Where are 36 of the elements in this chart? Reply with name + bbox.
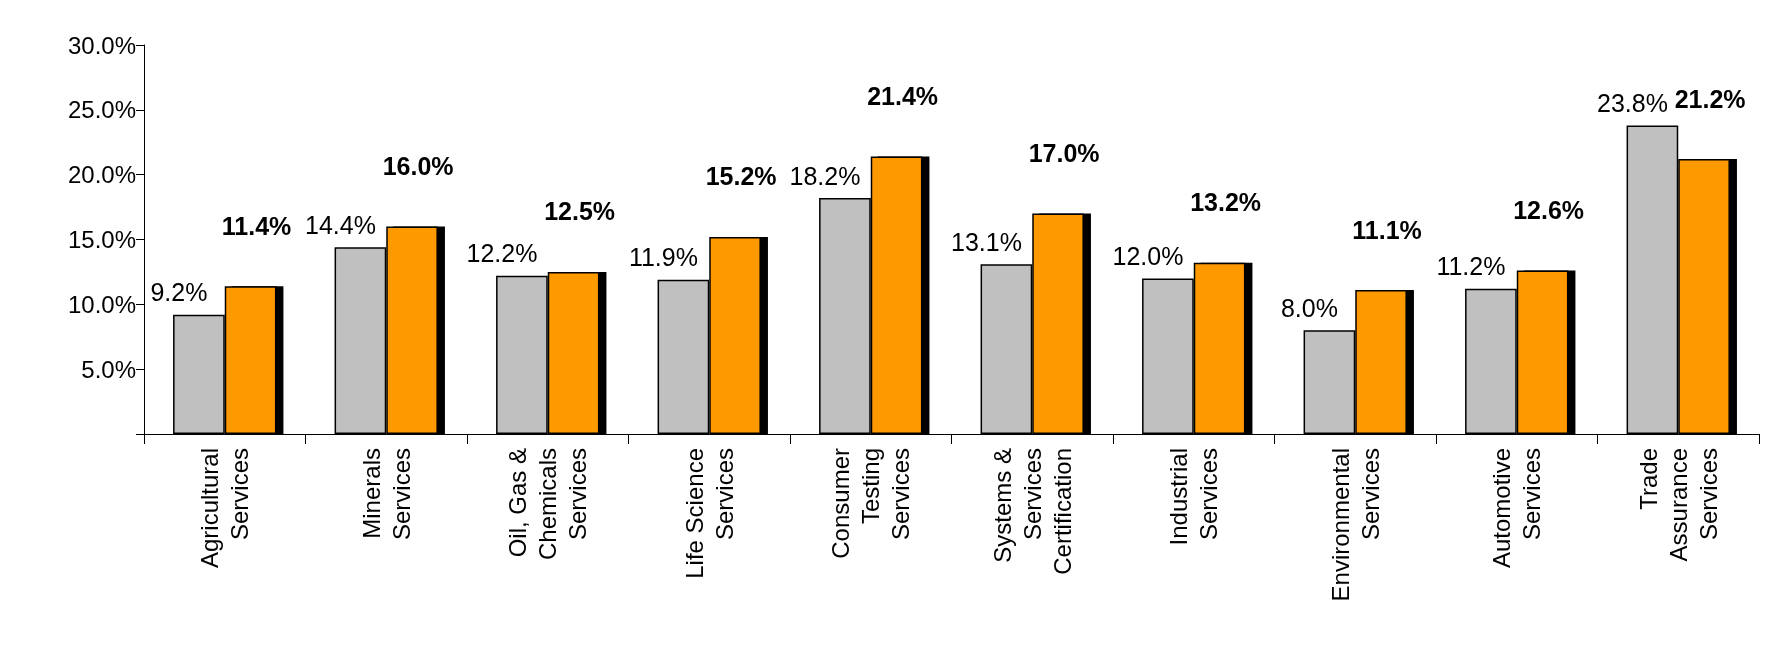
x-tick-label: Industrial Services (1165, 448, 1223, 546)
data-label: 16.0% (382, 152, 454, 181)
data-label: 11.4% (221, 211, 292, 240)
y-tick-label: 25.0% (67, 96, 136, 124)
x-tick-label: Life Science Services (680, 448, 738, 579)
data-label: 13.1% (950, 227, 1022, 256)
data-label: 8.0% (1280, 293, 1338, 322)
data-label: 21.4% (867, 82, 939, 111)
data-label: 12.6% (1513, 196, 1585, 225)
x-tick-label: Consumer Testing Services (827, 448, 915, 559)
data-label: 18.2% (789, 161, 861, 190)
y-tick-label: 20.0% (67, 161, 136, 189)
data-label: 23.8% (1596, 88, 1668, 117)
data-label: 12.2% (466, 239, 538, 268)
data-label: 11.1% (1352, 215, 1422, 244)
data-label: 15.2% (705, 162, 777, 191)
y-tick-label: 15.0% (67, 226, 136, 253)
x-tick-label: Automotive Services (1488, 448, 1546, 569)
data-label: 13.2% (1190, 188, 1262, 217)
data-label: 17.0% (1028, 139, 1100, 168)
x-tick-label: Systems & Services Certification (988, 448, 1076, 575)
data-label: 12.5% (544, 197, 616, 226)
y-tick-label: 10.0% (67, 290, 136, 318)
data-label: 12.0% (1112, 241, 1184, 270)
x-tick-label: Agricultural Services (196, 448, 254, 569)
data-label: 14.4% (304, 210, 376, 239)
data-label: 21.2% (1674, 84, 1746, 113)
x-tick-label: Minerals Services (357, 448, 415, 541)
y-tick-label: 30.0% (67, 31, 136, 59)
data-label: 11.9% (628, 243, 698, 272)
x-tick-label: Oil, Gas & Chemicals Services (504, 448, 592, 561)
data-label: 9.2% (150, 278, 208, 307)
x-tick-label: Environmental Services (1326, 448, 1384, 602)
y-tick-label: 5.0% (81, 355, 136, 383)
data-label: 11.2% (1436, 252, 1506, 281)
x-tick-label: Trade Assurance Services (1634, 448, 1722, 562)
